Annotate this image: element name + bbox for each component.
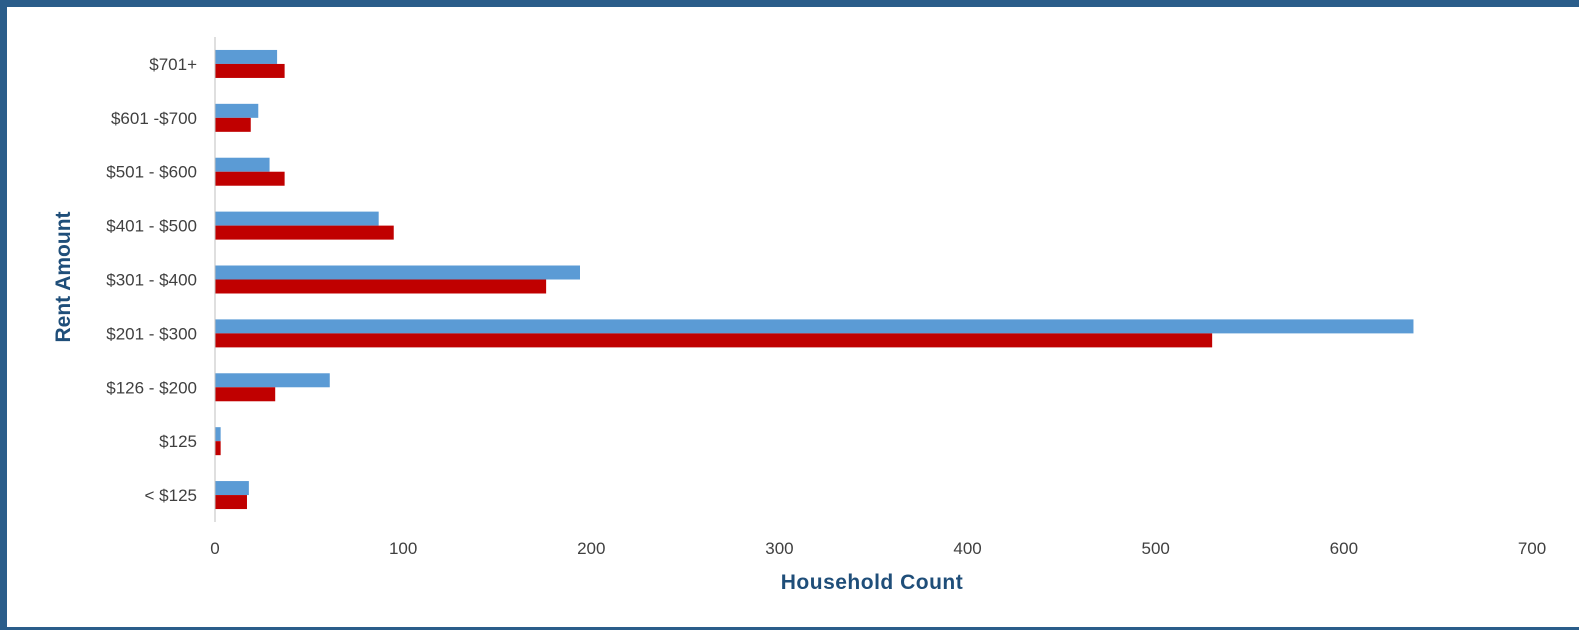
bar-series1-2 [215, 373, 330, 388]
y-tick-label: $601 -$700 [111, 109, 197, 128]
bar-series1-3 [215, 319, 1414, 334]
y-tick-labels: < $125 $125 $126 - $200 $201 - $300 $301 - $… [106, 55, 197, 505]
y-tick-label: $701+ [149, 55, 197, 74]
bar-series2-4 [215, 279, 547, 294]
bar-series1-8 [215, 49, 278, 64]
bar-series2-5 [215, 225, 394, 240]
bar-series2-2 [215, 387, 276, 402]
x-axis-title: Household Count [781, 571, 963, 594]
y-tick-label: $501 - $600 [106, 163, 197, 182]
y-tick-label: $401 - $500 [106, 217, 197, 236]
bar-series2-8 [215, 63, 285, 78]
y-tick-label: $201 - $300 [106, 324, 197, 343]
bar-series1-6 [215, 157, 270, 172]
y-axis-title: Rent Amount [52, 211, 75, 342]
bar-series2-1 [215, 441, 221, 456]
y-tick-label: $126 - $200 [106, 378, 197, 397]
y-tick-label: $301 - $400 [106, 271, 197, 290]
bar-series2-7 [215, 117, 251, 132]
x-tick-label: 100 [389, 539, 417, 558]
bar-series2-3 [215, 333, 1213, 348]
x-tick-label: 400 [953, 539, 981, 558]
x-tick-label: 500 [1142, 539, 1170, 558]
bar-series2-0 [215, 495, 247, 510]
bar-series2-6 [215, 171, 285, 186]
x-tick-labels: 0 100 200 300 400 500 600 700 [210, 539, 1546, 558]
x-tick-label: 0 [210, 539, 219, 558]
bars-group [215, 49, 1414, 510]
bar-series1-7 [215, 103, 259, 118]
x-tick-label: 600 [1330, 539, 1358, 558]
bar-series1-0 [215, 481, 249, 496]
y-tick-label: $125 [159, 432, 197, 451]
bar-series1-5 [215, 211, 379, 226]
bar-series1-1 [215, 427, 221, 442]
x-tick-label: 700 [1518, 539, 1546, 558]
y-tick-label: < $125 [145, 486, 197, 505]
bar-series1-4 [215, 265, 580, 280]
x-tick-label: 200 [577, 539, 605, 558]
x-tick-label: 300 [765, 539, 793, 558]
